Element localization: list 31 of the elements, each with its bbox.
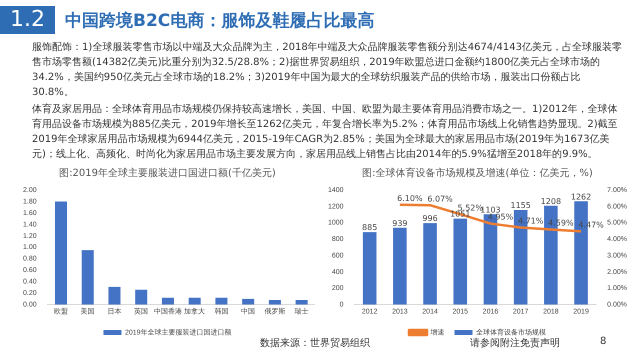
- bar: [242, 298, 254, 305]
- bar: [188, 298, 201, 305]
- data-label: 885: [362, 223, 378, 232]
- bar: [108, 286, 120, 305]
- text: 体育及家居用品：全球体育用品市场规模仍保持较高速增长，美国、中国、欧盟为最主要体育用品消费市场之一。1)2012年，全球体育用品设备市场规模为885亿美元，2019年增长至1262亿美元，年复合增长率为5.2%；体育用品市场线上化销售趋势显现。2)截至2019年全球家居用品市场规模为6944亿美元，2015-19年CAGR为2.85%；美国为全球最大的家居用品市场(2019年为1673亿美元)；线上化、高频化、时尚化为家居用品市场主要发展方向，家居用品线上销售占比由2014年的5.9%猛增至2018年的9.9%。: [32, 102, 619, 162]
- bar: [362, 232, 376, 305]
- bar: [423, 223, 437, 305]
- bar: [393, 228, 407, 305]
- text: 请参阅附注免责声明: [470, 336, 560, 350]
- bar: [82, 250, 94, 305]
- chart-title: 图:2019年全球主要服装进口国进口额(千亿美元): [58, 166, 277, 180]
- data-label: 6.07%: [427, 194, 454, 204]
- data-label: 1208: [540, 196, 562, 206]
- bar: [296, 300, 308, 305]
- text: 1.2: [0, 6, 55, 34]
- bar: [54, 201, 68, 305]
- text: 中国跨境B2C电商：服饰及鞋履占比最高: [65, 10, 374, 32]
- bar: [162, 298, 174, 305]
- text: 8: [600, 336, 606, 347]
- data-label: 996: [422, 214, 438, 224]
- source-note: 数据来源：世界贸易组织: [260, 336, 370, 350]
- chart-title: 图:全球体育设备市场规模及增速(单位：亿美元，%): [361, 166, 594, 180]
- bar: [135, 290, 148, 305]
- text: 服饰配饰：1)全球服装零售市场以中端及大众品牌为主，2018年中端及大众品牌服装零售额分别达4674/4143亿美元，占全球服装零售市场零售额(14382亿美元)比重分别为32.5/28.8%；2)据世界贸易组织，2019年欧盟总进口金额约1800亿美元占全球市场的34.2%，美国约950亿美元占全球市场的18.2%；3)2019年中国为最大的全球纺织服装产品的供给市场，服装出口份额占比30.8%。: [32, 40, 622, 100]
- bar: [453, 218, 468, 305]
- data-label: 6.10%: [397, 194, 423, 203]
- data-label: 1155: [510, 201, 531, 210]
- bar: [215, 298, 228, 305]
- bar: [268, 300, 281, 305]
- data-label: 939: [392, 218, 408, 228]
- data-label: 1262: [570, 192, 592, 202]
